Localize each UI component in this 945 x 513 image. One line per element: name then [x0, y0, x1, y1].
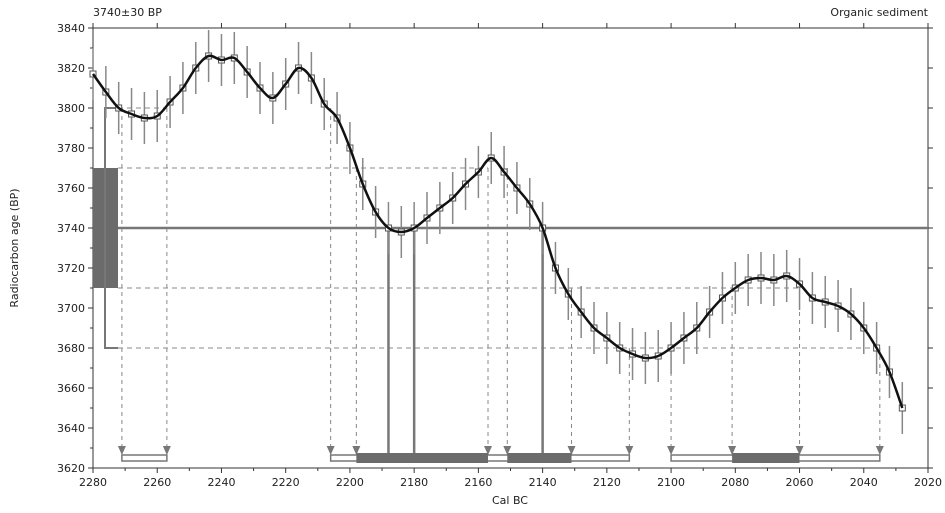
x-tick-label: 2020: [914, 476, 942, 489]
calibration-curve: [91, 54, 904, 409]
y-tick-label: 3840: [57, 22, 85, 35]
x-tick-label: 2220: [272, 476, 300, 489]
x-tick-label: 2260: [143, 476, 171, 489]
x-tick-label: 2240: [207, 476, 235, 489]
x-tick-label: 2080: [721, 476, 749, 489]
x-tick-label: 2160: [464, 476, 492, 489]
range-1sigma-bar: [507, 453, 572, 463]
y-tick-label: 3640: [57, 422, 85, 435]
intercept-arrow: [503, 446, 512, 455]
y-axis-title: Radiocarbon age (BP): [8, 188, 21, 307]
y-tick-label: 3680: [57, 342, 85, 355]
intercept-arrow: [162, 446, 171, 455]
y-tick-label: 3780: [57, 142, 85, 155]
x-tick-label: 2100: [657, 476, 685, 489]
y-tick-label: 3660: [57, 382, 85, 395]
intercept-arrow: [728, 446, 737, 455]
x-tick-label: 2280: [79, 476, 107, 489]
y-tick-label: 3720: [57, 262, 85, 275]
x-tick-label: 2060: [786, 476, 814, 489]
intercept-arrow: [625, 446, 634, 455]
plot-frame: [92, 27, 929, 469]
y-tick-label: 3800: [57, 102, 85, 115]
y-tick-label: 3740: [57, 222, 85, 235]
x-tick-label: 2140: [529, 476, 557, 489]
range-2sigma-bar: [121, 454, 168, 462]
intercept-arrow: [352, 446, 361, 455]
intercept-arrow: [117, 446, 126, 455]
x-tick-label: 2120: [593, 476, 621, 489]
intercept-arrow: [795, 446, 804, 455]
intercept-arrow: [667, 446, 676, 455]
x-axis-title: Cal BC: [492, 494, 528, 507]
intercept-arrow: [875, 446, 884, 455]
plot-area: 3620 3640 3660 3680 3700 3720 3740 3760 3780 3800…: [57, 22, 942, 489]
range-1sigma-bar: [356, 453, 489, 463]
x-tick-label: 2180: [400, 476, 428, 489]
y-tick-label: 3700: [57, 302, 85, 315]
sample-2sigma-bracket: [104, 107, 118, 349]
sample-label: 3740±30 BP: [93, 6, 162, 19]
range-1sigma-bar: [732, 453, 800, 463]
x-tick-label: 2040: [850, 476, 878, 489]
intercept-arrow: [567, 446, 576, 455]
intercept-arrow: [326, 446, 335, 455]
y-tick-label: 3620: [57, 462, 85, 475]
intercept-arrow: [484, 446, 493, 455]
y-tick-label: 3820: [57, 62, 85, 75]
y-tick-label: 3760: [57, 182, 85, 195]
x-tick-label: 2200: [336, 476, 364, 489]
material-label: Organic sediment: [830, 6, 928, 19]
